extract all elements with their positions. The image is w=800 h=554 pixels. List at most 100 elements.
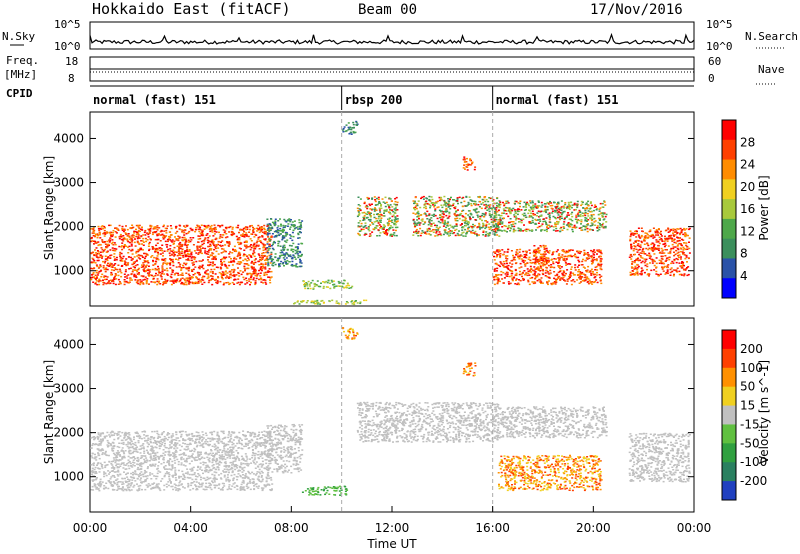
- scatter-cell: [679, 250, 682, 253]
- scatter-cell: [580, 276, 583, 279]
- scatter-cell: [368, 214, 371, 216]
- scatter-cell: [224, 230, 227, 232]
- scatter-cell: [291, 257, 294, 260]
- scatter-cell: [530, 267, 533, 270]
- scatter-cell: [465, 205, 468, 207]
- scatter-cell: [379, 227, 382, 229]
- scatter-cell: [536, 267, 538, 269]
- scatter-cell: [296, 251, 298, 253]
- scatter-cell: [363, 201, 366, 204]
- scatter-cell: [271, 221, 274, 224]
- scatter-cell: [393, 223, 396, 226]
- scatter-cell: [134, 275, 137, 277]
- scatter-cell: [498, 249, 501, 252]
- scatter-cell: [249, 248, 252, 251]
- scatter-cell: [471, 227, 474, 229]
- scatter-cell: [210, 268, 213, 271]
- scatter-cell: [288, 219, 291, 222]
- scatter-cell: [92, 230, 95, 232]
- scatter-cell: [555, 227, 558, 230]
- scatter-cell: [154, 260, 157, 263]
- scatter-cell: [99, 270, 102, 272]
- scatter-cell: [551, 210, 554, 212]
- scatter-cell: [266, 241, 269, 243]
- power-ylabel: Slant Range [km]: [42, 156, 56, 260]
- scatter-cell: [288, 244, 291, 247]
- scatter-cell: [286, 259, 289, 262]
- scatter-cell: [414, 208, 416, 211]
- scatter-cell: [641, 260, 644, 263]
- scatter-cell: [119, 270, 122, 272]
- scatter-cell: [382, 224, 385, 226]
- scatter-cell: [537, 247, 540, 249]
- scatter-cell: [630, 258, 633, 260]
- noise-panel-frame: [89, 21, 695, 50]
- scatter-cell: [638, 253, 641, 256]
- scatter-cell: [683, 227, 685, 230]
- scatter-cell: [262, 279, 265, 281]
- scatter-cell: [648, 230, 651, 233]
- scatter-cell: [375, 227, 378, 229]
- scatter-cell: [598, 217, 601, 220]
- scatter-cell: [250, 240, 253, 242]
- scatter-cell: [512, 221, 515, 223]
- scatter-cell: [484, 196, 487, 198]
- scatter-cell: [508, 209, 511, 211]
- scatter-cell: [582, 207, 585, 209]
- scatter-cell: [578, 219, 581, 222]
- scatter-cell: [505, 225, 508, 228]
- scatter-cell: [440, 218, 443, 221]
- scatter-cell: [474, 200, 477, 203]
- scatter-cell: [211, 227, 213, 230]
- scatter-cell: [93, 267, 96, 269]
- scatter-cell: [283, 229, 285, 232]
- scatter-cell: [177, 238, 180, 240]
- scatter-cell: [293, 302, 295, 305]
- scatter-cell: [514, 215, 517, 217]
- scatter-cell: [675, 249, 678, 252]
- scatter-cell: [493, 215, 496, 218]
- scatter-cell: [368, 230, 371, 232]
- scatter-cell: [493, 225, 495, 228]
- scatter-cell: [443, 222, 446, 225]
- scatter-cell: [258, 269, 261, 272]
- scatter-cell: [126, 277, 129, 279]
- scatter-cell: [363, 215, 366, 217]
- scatter-cell: [243, 263, 246, 265]
- scatter-cell: [262, 243, 265, 245]
- scatter-cell: [488, 206, 491, 208]
- scatter-cell: [274, 218, 277, 220]
- scatter-cell: [605, 213, 608, 216]
- scatter-cell: [525, 250, 528, 253]
- scatter-cell: [660, 230, 662, 233]
- scatter-cell: [434, 208, 437, 210]
- scatter-cell: [268, 229, 271, 231]
- scatter-cell: [672, 247, 675, 250]
- scatter-cell: [290, 248, 293, 250]
- scatter-cell: [278, 265, 280, 268]
- scatter-cell: [102, 279, 104, 281]
- scatter-cell: [441, 222, 444, 224]
- scatter-cell: [635, 258, 638, 261]
- noise-trace: [89, 32, 695, 45]
- scatter-cell: [484, 200, 487, 203]
- scatter-cell: [239, 243, 242, 245]
- scatter-cell: [600, 265, 602, 267]
- scatter-cell: [288, 218, 291, 220]
- scatter-cell: [508, 207, 511, 209]
- scatter-cell: [564, 202, 567, 204]
- scatter-cell: [535, 250, 538, 253]
- scatter-cell: [298, 221, 301, 224]
- scatter-cell: [213, 268, 216, 271]
- scatter-cell: [142, 264, 145, 266]
- scatter-cell: [259, 258, 262, 261]
- scatter-cell: [437, 220, 440, 223]
- scatter-cell: [461, 232, 464, 234]
- scatter-cell: [424, 202, 427, 205]
- scatter-cell: [527, 270, 530, 272]
- scatter-cell: [674, 234, 677, 236]
- scatter-cell: [238, 283, 241, 286]
- scatter-cell: [323, 281, 326, 283]
- scatter-cell: [685, 248, 687, 251]
- scatter-cell: [497, 280, 500, 282]
